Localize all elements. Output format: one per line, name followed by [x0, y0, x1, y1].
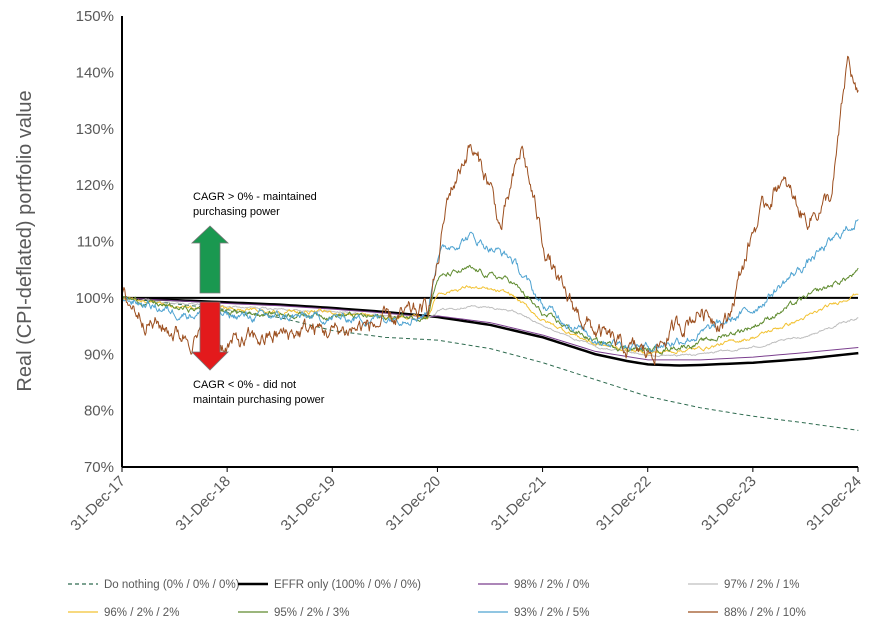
- x-tick-label: 31-Dec-20: [383, 473, 445, 535]
- down-arrow-icon: [191, 301, 229, 371]
- y-axis-title: Real (CPI-deflated) portfolio value: [14, 90, 36, 391]
- legend-label: EFFR only (100% / 0% / 0%): [274, 579, 421, 591]
- y-tick-label: 100%: [76, 290, 114, 307]
- legend-label: 98% / 2% / 0%: [514, 579, 589, 591]
- legend-label: 93% / 2% / 5%: [514, 607, 589, 619]
- series-98-2-0-line: [122, 297, 859, 361]
- y-tick-label: 70%: [84, 459, 114, 476]
- x-tick-label: 31-Dec-23: [698, 473, 760, 535]
- series-97-2-1-line: [122, 296, 859, 358]
- y-tick-label: 80%: [84, 403, 114, 420]
- x-tick-label: 31-Dec-19: [278, 473, 340, 535]
- legend-label: 88% / 2% / 10%: [724, 607, 806, 619]
- series-88-2-10-line: [122, 55, 859, 366]
- legend-label: 97% / 2% / 1%: [724, 579, 799, 591]
- annotation-down-text: CAGR < 0% - did not: [193, 379, 296, 391]
- x-tick-label: 31-Dec-21: [488, 473, 550, 535]
- series-effr-only-100-0-0-line: [122, 296, 859, 367]
- y-tick-label: 110%: [77, 234, 114, 251]
- x-tick-label: 31-Dec-18: [172, 473, 234, 535]
- annotation-down-text: maintain purchasing power: [193, 394, 325, 406]
- x-tick-label: 31-Dec-24: [803, 473, 865, 535]
- y-tick-label: 140%: [76, 64, 114, 81]
- y-tick-label: 150%: [76, 8, 114, 25]
- series-93-2-5-line: [122, 219, 859, 353]
- series-96-2-2-line: [122, 285, 859, 356]
- y-tick-label: 130%: [76, 121, 114, 138]
- annotation-up-text: purchasing power: [193, 206, 280, 218]
- legend-label: Do nothing (0% / 0% / 0%): [104, 579, 240, 591]
- up-arrow-icon: [190, 225, 230, 294]
- annotation-up-text: CAGR > 0% - maintained: [193, 191, 317, 203]
- series-do-nothing-0-0-0-line: [122, 297, 859, 431]
- y-tick-label: 120%: [76, 177, 114, 194]
- y-tick-label: 90%: [84, 346, 114, 363]
- legend-label: 95% / 2% / 3%: [274, 607, 349, 619]
- x-tick-label: 31-Dec-17: [67, 473, 129, 535]
- legend-label: 96% / 2% / 2%: [104, 607, 179, 619]
- x-tick-label: 31-Dec-22: [593, 473, 655, 535]
